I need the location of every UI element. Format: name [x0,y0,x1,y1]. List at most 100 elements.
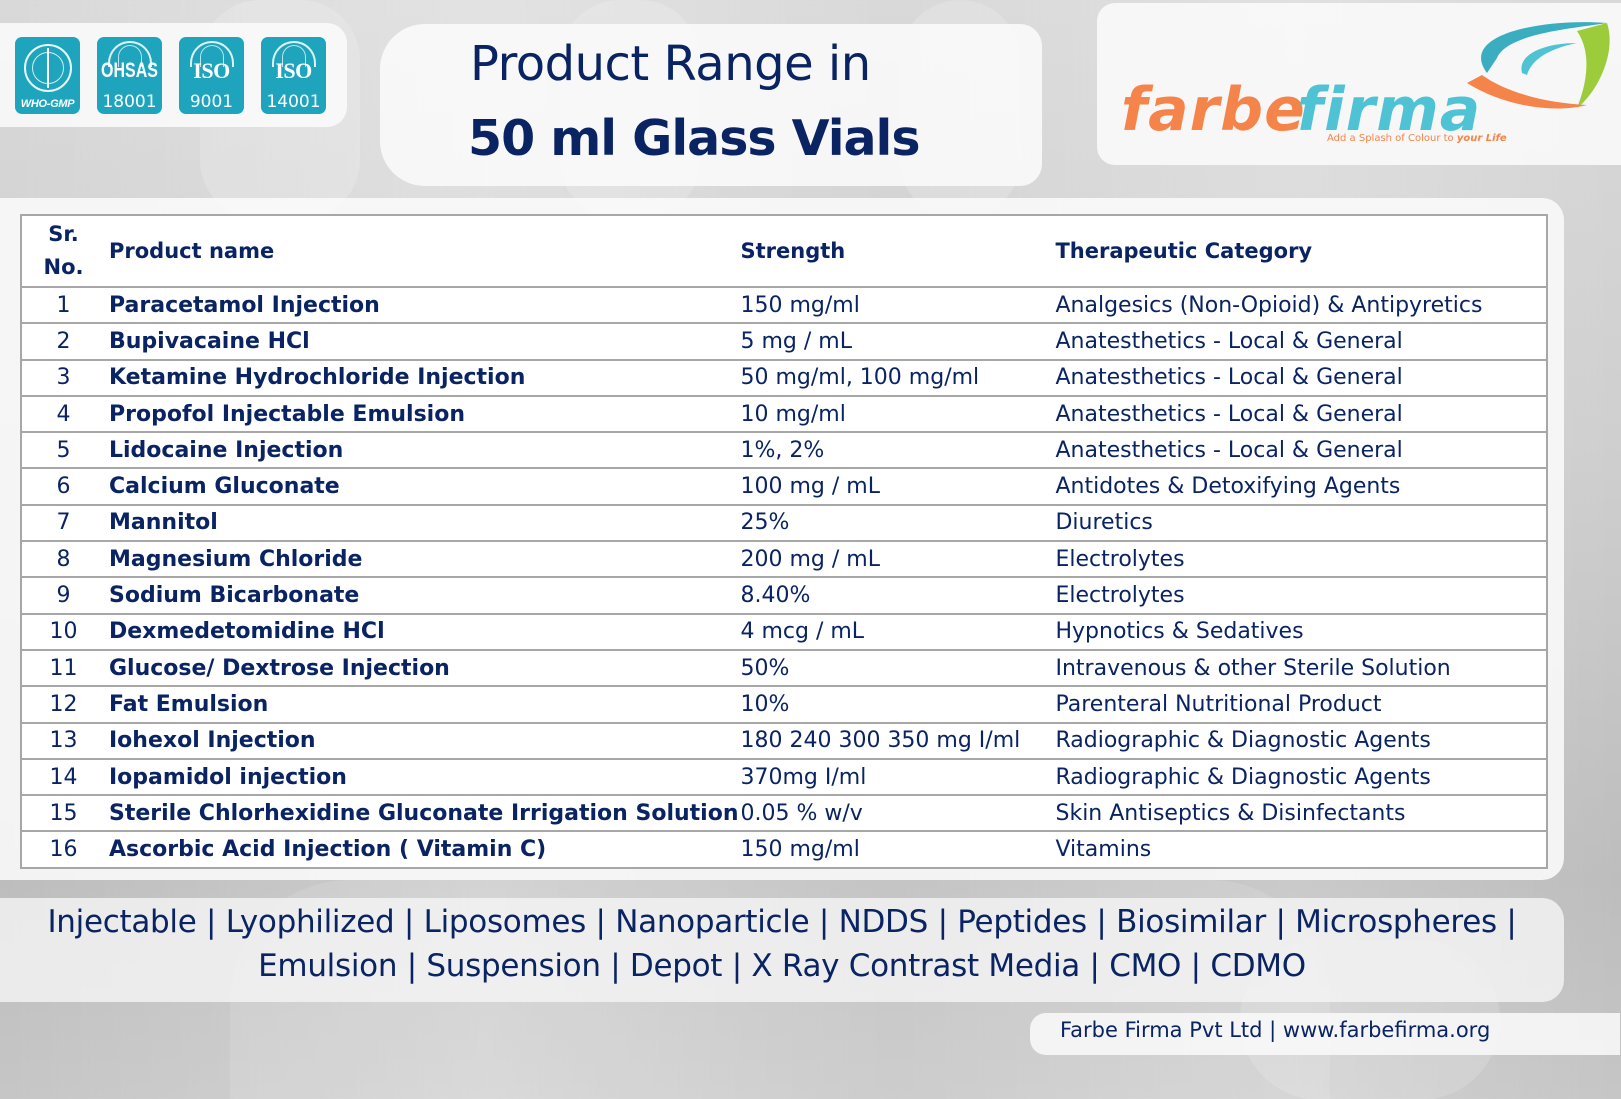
cell-product-name: Iopamidol injection [105,757,739,796]
cell-product-name: Propofol Injectable Emulsion [105,394,739,433]
cell-sr-no: 11 [21,648,105,687]
cell-category: Diuretics [1053,503,1547,542]
cell-product-name: Dexmedetomidine HCl [105,612,739,650]
table-row: 9 Sodium Bicarbonate 8.40% Electrolytes [21,576,1547,614]
cell-product-name: Mannitol [105,503,739,542]
cell-category: Radiographic & Diagnostic Agents [1053,757,1547,796]
who-emblem-icon [23,43,72,92]
cell-sr-no: 9 [21,576,105,614]
cell-product-name: Ascorbic Acid Injection ( Vitamin C) [105,830,739,868]
cell-sr-no: 10 [21,612,105,650]
table-row: 15 Sterile Chlorhexidine Gluconate Irriga… [21,794,1547,832]
cell-category: Electrolytes [1053,576,1547,614]
cell-category: Anatesthetics - Local & General [1053,322,1547,360]
cell-sr-no: 7 [21,503,105,542]
cell-strength: 150 mg/ml [738,285,1054,324]
cell-strength: 50 mg/ml, 100 mg/ml [738,358,1054,396]
logo-swoosh-icon [1467,22,1610,109]
cell-strength: 200 mg / mL [738,540,1054,578]
cell-strength: 1%, 2% [738,431,1054,469]
logo-word-farbe: farbe [1121,75,1306,145]
table-row: 3 Ketamine Hydrochloride Injection 50 mg/m… [21,358,1547,396]
cell-strength: 150 mg/ml [738,830,1054,868]
iso-number: 14001 [266,91,321,112]
cell-product-name: Ketamine Hydrochloride Injection [105,358,739,396]
header-sr-no: Sr. No. [21,214,105,287]
cell-strength: 50% [738,648,1054,687]
footer-panel [1030,1013,1620,1055]
cell-strength: 25% [738,503,1054,542]
cell-category: Anatesthetics - Local & General [1053,358,1547,396]
cell-sr-no: 2 [21,322,105,360]
cell-strength: 100 mg / mL [738,467,1054,505]
table-header-row: Sr. No. Product name Strength Therapeutic… [21,214,1547,287]
certifications-panel: WHO-GMP OHSAS 18001 ISO 9001 ISO 14001 [0,23,347,127]
cell-product-name: Magnesium Chloride [105,540,739,578]
cell-strength: 0.05 % w/v [738,794,1054,832]
who-gmp-badge: WHO-GMP [15,36,80,114]
cell-category: Radiographic & Diagnostic Agents [1053,721,1547,759]
logo-panel: farbe firma Add a Splash of Colour to yo… [1097,3,1621,165]
cell-category: Skin Antiseptics & Disinfectants [1053,794,1547,832]
cell-product-name: Bupivacaine HCl [105,322,739,360]
cell-category: Parenteral Nutritional Product [1053,685,1547,723]
logo-word-firma: firma [1297,75,1482,145]
cell-category: Hypnotics & Sedatives [1053,612,1547,650]
cell-product-name: Iohexol Injection [105,721,739,759]
header-category: Therapeutic Category [1053,214,1547,287]
table-row: 10 Dexmedetomidine HCl 4 mcg / mL Hypnotics… [21,612,1547,650]
table-row: 6 Calcium Gluconate 100 mg / mL Antidotes &… [21,467,1547,505]
cell-strength: 10 mg/ml [738,394,1054,433]
table-row: 16 Ascorbic Acid Injection ( Vitamin C) 15… [21,830,1547,868]
cell-strength: 5 mg / mL [738,322,1054,360]
cell-sr-no: 15 [21,794,105,832]
cell-product-name: Sodium Bicarbonate [105,576,739,614]
capabilities-line-1: Injectable | Lyophilized | Liposomes | N… [47,904,1517,940]
cell-product-name: Fat Emulsion [105,685,739,723]
cell-strength: 10% [738,685,1054,723]
table-row: 7 Mannitol 25% Diuretics [21,503,1547,542]
logo-tagline-prefix: Add a Splash of Colour to [1327,133,1457,144]
iso-title: ISO [193,57,230,83]
cell-sr-no: 8 [21,540,105,578]
cell-strength: 370mg I/ml [738,757,1054,796]
cell-product-name: Lidocaine Injection [105,431,739,469]
cell-category: Anatesthetics - Local & General [1053,394,1547,433]
logo-tagline: Add a Splash of Colour to your Life [1327,133,1507,144]
table-row: 13 Iohexol Injection 180 240 300 350 mg I/… [21,721,1547,759]
iso-9001-badge: ISO 9001 [179,36,244,114]
header-product-name: Product name [105,214,739,287]
cell-category: Anatesthetics - Local & General [1053,431,1547,469]
product-table: Sr. No. Product name Strength Therapeutic… [20,214,1548,869]
table-row: 5 Lidocaine Injection 1%, 2% Anatesthetics … [21,431,1547,469]
cell-sr-no: 6 [21,467,105,505]
cell-sr-no: 5 [21,431,105,469]
cell-strength: 8.40% [738,576,1054,614]
table-row: 14 Iopamidol injection 370mg I/ml Radiograp… [21,757,1547,796]
footer-company-website: Farbe Firma Pvt Ltd | www.farbefirma.org [1060,1018,1491,1042]
table-row: 4 Propofol Injectable Emulsion 10 mg/ml Ana… [21,394,1547,433]
table-row: 2 Bupivacaine HCl 5 mg / mL Anatesthetics -… [21,322,1547,360]
cell-category: Antidotes & Detoxifying Agents [1053,467,1547,505]
ohsas-badge: OHSAS 18001 [97,36,162,114]
page-title-line1: Product Range in [470,36,871,92]
ohsas-title: OHSAS [101,59,158,82]
header-strength: Strength [738,214,1054,287]
product-table-panel: Sr. No. Product name Strength Therapeutic… [0,198,1564,880]
cell-product-name: Glucose/ Dextrose Injection [105,648,739,687]
cell-sr-no: 13 [21,721,105,759]
title-panel: Product Range in 50 ml Glass Vials [380,24,1042,186]
cell-sr-no: 16 [21,830,105,868]
ohsas-number: 18001 [102,91,157,112]
header-sr-line1: Sr. [48,222,79,246]
cell-sr-no: 3 [21,358,105,396]
table-row: 1 Paracetamol Injection 150 mg/ml Analgesic… [21,285,1547,324]
capabilities-panel [0,898,1564,1002]
cell-strength: 4 mcg / mL [738,612,1054,650]
cell-category: Intravenous & other Sterile Solution [1053,648,1547,687]
page-title-line2: 50 ml Glass Vials [468,110,921,167]
iso-number: 9001 [189,91,234,112]
cell-sr-no: 4 [21,394,105,433]
table-row: 8 Magnesium Chloride 200 mg / mL Electrolyt… [21,540,1547,578]
logo-tagline-emphasis: your Life [1456,133,1507,144]
